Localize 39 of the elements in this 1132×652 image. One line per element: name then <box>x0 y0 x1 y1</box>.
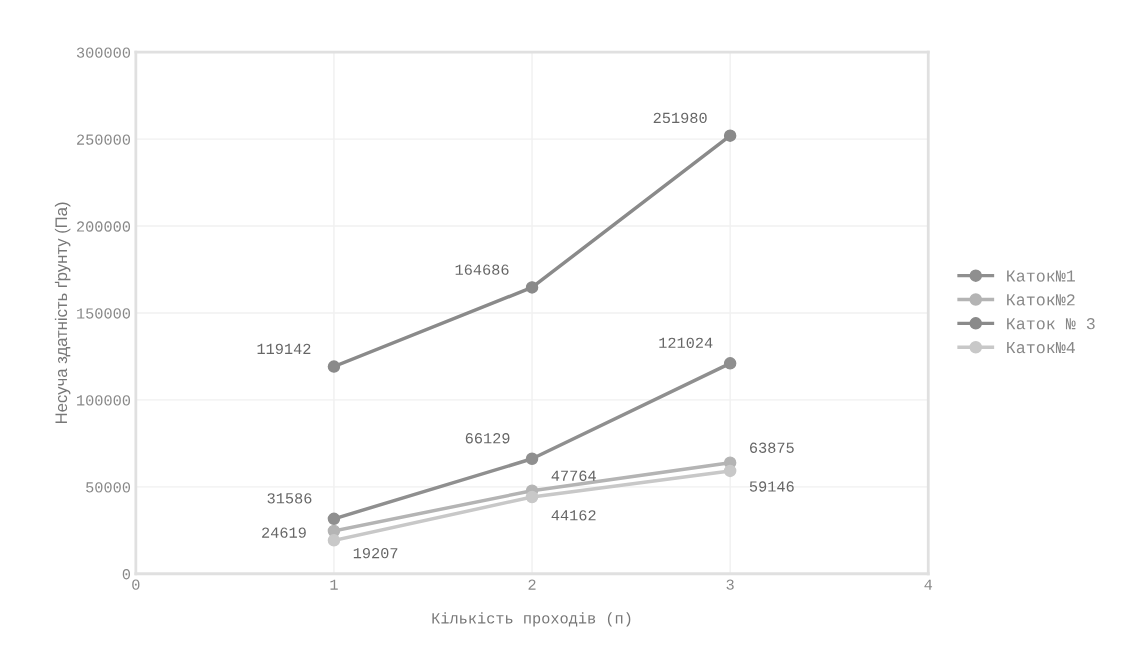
legend-label: Каток№1 <box>1007 270 1075 282</box>
data-label: 164686 <box>455 264 509 275</box>
point <box>723 464 737 478</box>
x-tick-label: 0 <box>132 579 140 590</box>
data-label: 19207 <box>353 547 398 559</box>
x-tick-label: 4 <box>924 579 933 590</box>
y-tick-label: 50000 <box>86 482 131 493</box>
x-axis-title: Кількість проходів (п) <box>432 612 631 627</box>
data-label: 63875 <box>750 442 794 453</box>
data-label: 121024 <box>659 337 713 348</box>
y-tick-label: 100000 <box>77 395 131 406</box>
point <box>327 360 341 373</box>
data-label: 24619 <box>262 527 306 538</box>
point <box>327 512 341 526</box>
data-label: 31586 <box>267 493 312 504</box>
point <box>525 490 539 504</box>
data-label: 44162 <box>551 510 596 521</box>
x-tick-label: 2 <box>528 579 536 590</box>
x-tick-label: 3 <box>726 579 734 590</box>
y-tick-label: 150000 <box>77 308 131 319</box>
data-label: 59146 <box>749 481 794 492</box>
legend-label: Каток№2 <box>1007 294 1075 306</box>
y-tick-label: 200000 <box>77 221 131 232</box>
legend-label: Каток № 3 <box>1007 318 1095 330</box>
point <box>723 357 737 370</box>
point <box>327 534 341 547</box>
data-label: 47764 <box>551 470 596 481</box>
y-tick-label: 250000 <box>77 134 131 145</box>
data-label: 66129 <box>465 433 510 444</box>
data-label: 119142 <box>257 343 311 355</box>
data-label: 251980 <box>653 112 707 124</box>
point <box>525 452 539 466</box>
point <box>525 281 539 294</box>
x-tick-label: 1 <box>330 579 338 590</box>
y-tick-label: 0 <box>122 569 131 580</box>
legend-label: Каток№4 <box>1007 342 1075 354</box>
y-tick-label: 300000 <box>76 47 131 58</box>
point <box>723 129 737 142</box>
y-axis-title: Несуча здатність ґрунту (Па) <box>54 202 71 424</box>
